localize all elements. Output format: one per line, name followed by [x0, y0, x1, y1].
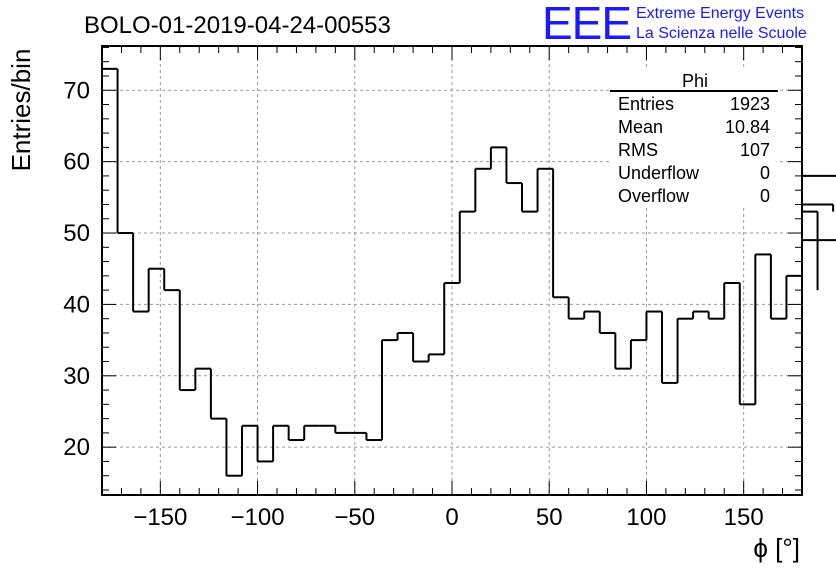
x-tick-label: −100 — [231, 504, 285, 531]
stats-row-value: 0 — [760, 163, 770, 183]
y-tick-label: 70 — [63, 77, 90, 104]
x-tick-label: 50 — [536, 504, 563, 531]
stats-row-label: Mean — [618, 117, 663, 137]
stats-row-label: Entries — [618, 94, 674, 114]
x-tick-label: 0 — [445, 504, 458, 531]
x-axis-label: ϕ [°] — [753, 533, 800, 563]
x-tick-label: 150 — [724, 504, 764, 531]
eee-logo-line1: Extreme Energy Events — [636, 5, 805, 22]
stats-row-value: 1923 — [730, 94, 770, 114]
stats-row-value: 0 — [760, 186, 770, 206]
eee-logo-line2: La Scienza nelle Scuole — [636, 25, 807, 42]
eee-logo-text: Extreme Energy Events La Scienza nelle S… — [636, 4, 807, 44]
x-tick-label: −50 — [334, 504, 375, 531]
x-tick-label: −150 — [133, 504, 187, 531]
stats-row-label: Overflow — [618, 186, 690, 206]
y-tick-label: 50 — [63, 220, 90, 247]
y-tick-label: 30 — [63, 363, 90, 390]
y-tick-label: 40 — [63, 291, 90, 318]
stats-row-label: Underflow — [618, 163, 700, 183]
y-axis-label: Entries/bin — [6, 49, 36, 172]
eee-logo-mark: EEE — [542, 0, 632, 49]
histogram-layer — [102, 67, 836, 477]
stats-row-value: 107 — [740, 140, 770, 160]
stats-row-value: 10.84 — [725, 117, 770, 137]
x-tick-label: 100 — [626, 504, 666, 531]
tick-layer — [102, 46, 802, 495]
stats-box-title: Phi — [682, 71, 708, 91]
chart-title: BOLO-01-2019-04-24-00553 — [84, 12, 391, 39]
y-tick-label: 20 — [63, 434, 90, 461]
stats-row-label: RMS — [618, 140, 658, 160]
stats-box: Phi Entries 1923 Mean 10.84 RMS 107 Underflow 0 O… — [610, 70, 780, 206]
y-tick-label: 60 — [63, 149, 90, 176]
label-layer: −150 −100 −50 0 50 100 150 20 30 40 50 60 70 — [63, 77, 763, 531]
stats-box-background — [610, 70, 780, 205]
